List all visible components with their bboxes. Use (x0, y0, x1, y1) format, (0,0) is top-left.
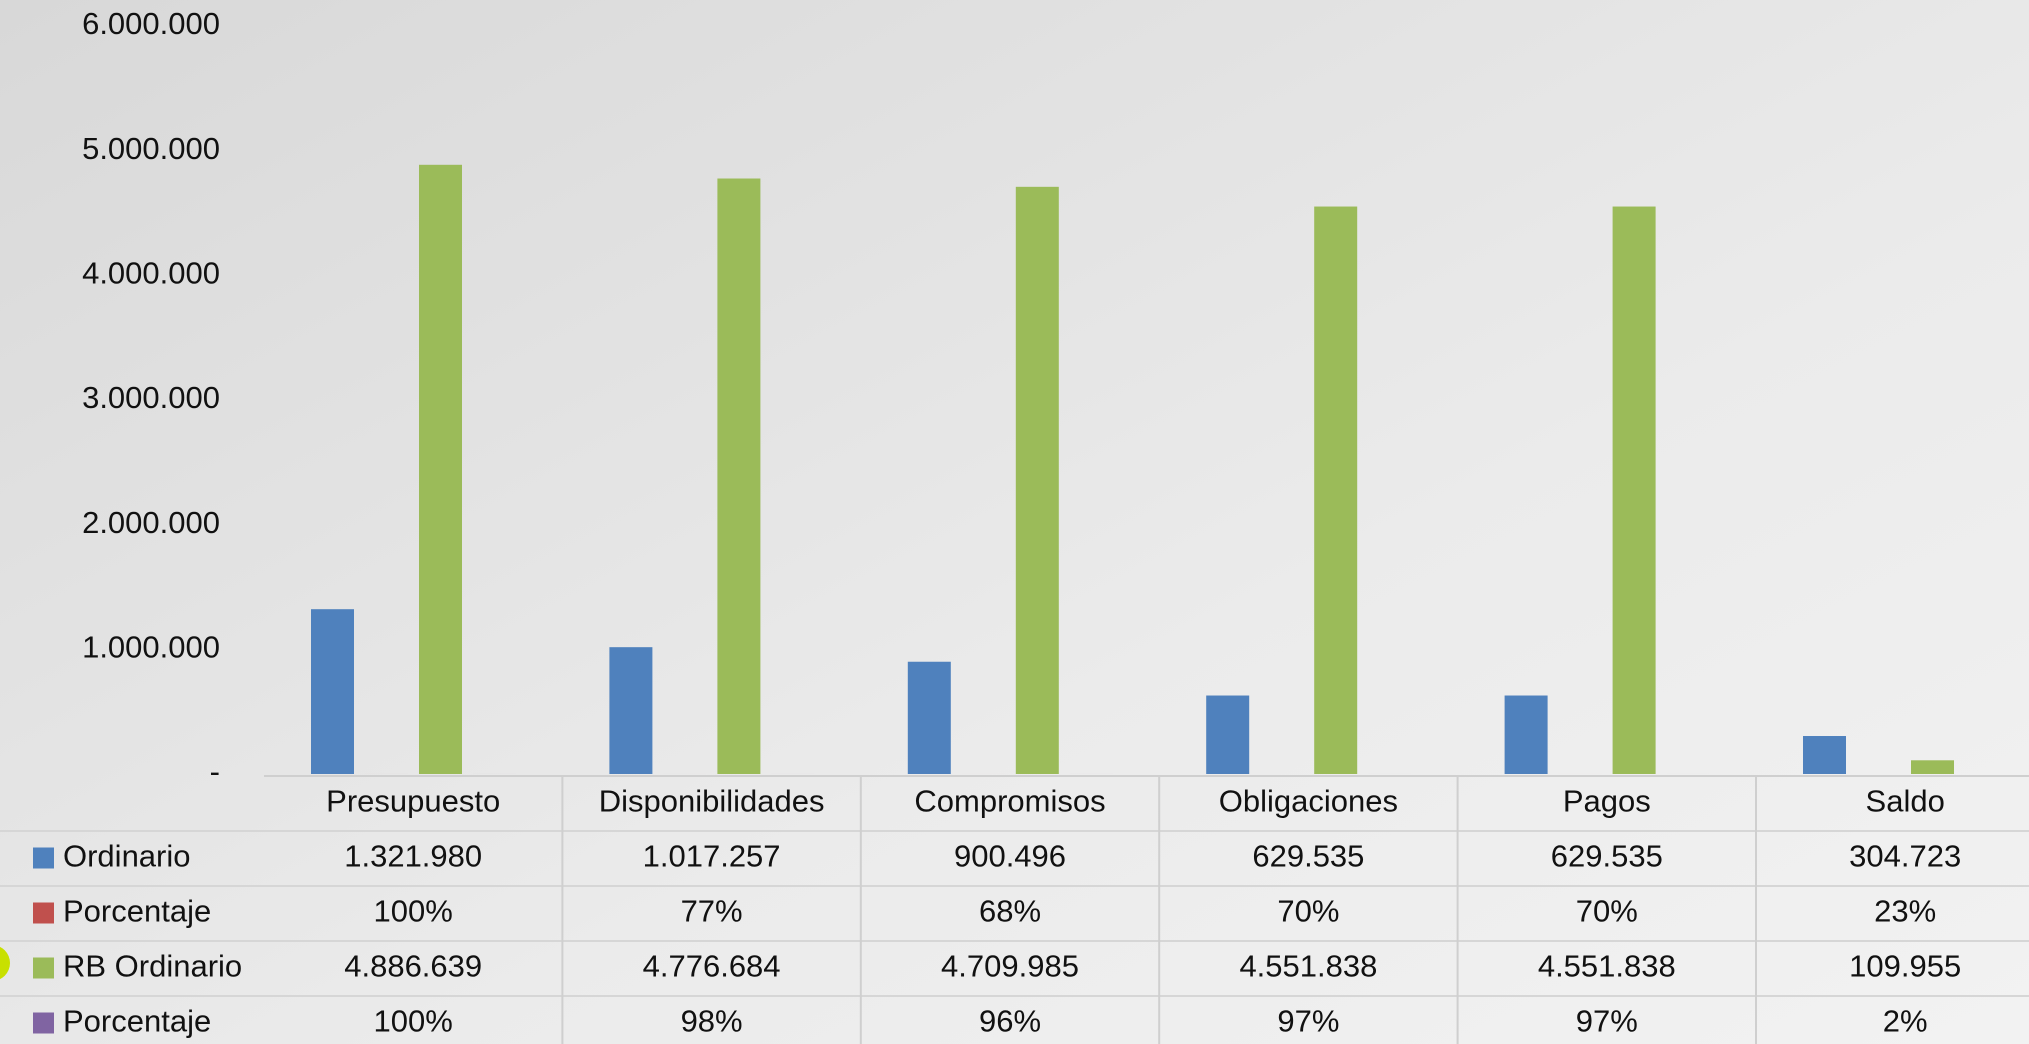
y-tick-label: 1.000.000 (82, 630, 220, 665)
category-label: Compromisos (914, 784, 1105, 819)
legend-key (33, 847, 54, 869)
table-value: 23% (1874, 894, 1936, 929)
table-value: 97% (1576, 1004, 1638, 1039)
decoration (0, 946, 10, 980)
y-tick-label: - (210, 754, 220, 789)
table-value: 1.321.980 (344, 839, 482, 874)
bar (1911, 760, 1954, 774)
table-value: 98% (681, 1004, 743, 1039)
bar (1314, 206, 1358, 774)
y-tick-label: 3.000.000 (82, 380, 220, 415)
table-value: 68% (979, 894, 1041, 929)
table-value: 109.955 (1849, 949, 1961, 984)
table-value: 629.535 (1551, 839, 1663, 874)
legend-label: Porcentaje (63, 894, 211, 929)
y-tick-label: 5.000.000 (82, 131, 220, 166)
y-tick-label: 6.000.000 (82, 6, 220, 41)
category-label: Saldo (1866, 784, 1945, 819)
legend-key (33, 957, 54, 979)
bar (311, 609, 354, 774)
bar (907, 661, 951, 774)
table-value: 2% (1883, 1004, 1928, 1039)
table-value: 70% (1277, 894, 1339, 929)
table-value: 1.017.257 (643, 839, 781, 874)
table-value: 97% (1277, 1004, 1339, 1039)
category-label: Disponibilidades (599, 784, 825, 819)
table-value: 100% (374, 1004, 453, 1039)
bar (1015, 186, 1059, 774)
table-value: 304.723 (1849, 839, 1961, 874)
bar (1803, 736, 1846, 774)
legend-label: RB Ordinario (63, 949, 242, 984)
y-tick-label: 4.000.000 (82, 256, 220, 291)
bar (717, 178, 761, 775)
category-label: Pagos (1563, 784, 1651, 819)
legend-label: Ordinario (63, 839, 191, 874)
y-tick-label: 2.000.000 (82, 505, 220, 540)
table-value: 4.776.684 (643, 949, 781, 984)
table-value: 629.535 (1252, 839, 1364, 874)
bar (1206, 695, 1250, 774)
table-value: 4.551.838 (1538, 949, 1676, 984)
table-value: 4.551.838 (1239, 949, 1377, 984)
table-value: 77% (681, 894, 743, 929)
bar (419, 164, 462, 774)
table-value: 900.496 (954, 839, 1066, 874)
table-value: 96% (979, 1004, 1041, 1039)
legend-key (33, 1012, 54, 1034)
category-label: Presupuesto (326, 784, 500, 819)
table-value: 4.886.639 (344, 949, 482, 984)
bar (609, 647, 653, 774)
legend-label: Porcentaje (63, 1004, 211, 1039)
table-value: 100% (374, 894, 453, 929)
bar (1612, 206, 1656, 774)
table-value: 70% (1576, 894, 1638, 929)
table-value: 4.709.985 (941, 949, 1079, 984)
category-label: Obligaciones (1219, 784, 1398, 819)
bar (1504, 695, 1548, 774)
legend-key (33, 902, 54, 924)
